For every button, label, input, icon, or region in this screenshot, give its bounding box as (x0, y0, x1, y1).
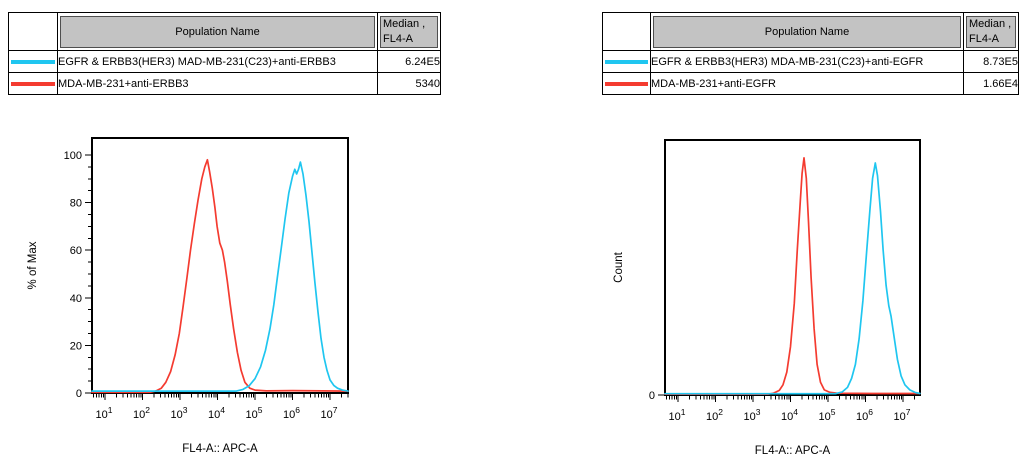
x-tick-label: 104 (781, 407, 798, 423)
median-header-box: Median , FL4-A (380, 15, 438, 48)
median-header: Median , FL4-A (377, 12, 441, 51)
legend-row-cyan: EGFR & ERBB3(HER3) MAD-MB-231(C23)+anti-… (8, 50, 441, 73)
population-name: EGFR & ERBB3(HER3) MAD-MB-231(C23)+anti-… (57, 50, 378, 73)
histogram-curve-red (664, 157, 921, 396)
x-axis: 101 102 103 104 105 106 107 (666, 396, 915, 423)
x-axis: 101 102 103 104 105 106 107 (93, 394, 349, 421)
x-tick-label: 106 (856, 407, 873, 423)
x-tick-label: 107 (894, 407, 911, 423)
series-color-swatch-red (605, 81, 648, 86)
y-tick-label: 20 (70, 340, 82, 352)
x-axis-label: FL4-A:: APC-A (182, 443, 258, 455)
y-tick-label: 0 (76, 388, 82, 400)
y-axis: 0 20 40 60 80 100 (64, 150, 91, 400)
y-tick-label: 80 (70, 198, 82, 210)
y-tick-label: 60 (70, 245, 82, 257)
x-axis-label: FL4-A:: APC-A (755, 445, 831, 457)
x-tick-label: 102 (706, 407, 723, 423)
plot-frame (664, 139, 921, 396)
y-axis-label: Count (613, 251, 625, 282)
y-tick-label: 0 (649, 390, 655, 402)
x-tick-label: 105 (819, 407, 836, 423)
median-header: Median , FL4-A (963, 12, 1019, 51)
y-axis: 0 (649, 390, 664, 402)
median-header-box: Median , FL4-A (966, 15, 1016, 48)
median-header-line2: FL4-A (383, 32, 413, 45)
population-name-header-box: Population Name (653, 15, 961, 48)
histogram-curve-cyan (664, 162, 921, 395)
population-name-header-label: Population Name (764, 25, 850, 38)
x-tick-label: 107 (321, 405, 338, 421)
swatch-cell (602, 50, 651, 73)
plot-frame (91, 137, 349, 394)
x-tick-label: 103 (171, 405, 188, 421)
legend-corner-cell (602, 12, 651, 51)
population-name: EGFR & ERBB3(HER3) MDA-MB-231(C23)+anti-… (650, 50, 964, 73)
median-value: 8.73E5 (963, 50, 1019, 73)
x-tick-label: 103 (744, 407, 761, 423)
histogram-curve-red (91, 158, 349, 394)
median-value: 5340 (377, 72, 441, 95)
legend-table-left: Population Name Median , FL4-A (8, 12, 441, 95)
median-header-line1: Median , (969, 17, 1012, 30)
median-header-line1: Median , (383, 17, 426, 30)
y-tick-label: 40 (70, 293, 82, 305)
population-name: MDA-MB-231+anti-EGFR (650, 72, 964, 95)
swatch-cell (602, 72, 651, 95)
histogram-curve-cyan (91, 161, 349, 392)
population-name-header: Population Name (650, 12, 964, 51)
median-value: 1.66E4 (963, 72, 1019, 95)
legend-corner-cell (8, 12, 58, 51)
x-tick-label: 102 (133, 405, 150, 421)
legend-row-red: MDA-MB-231+anti-ERBB3 5340 (8, 72, 441, 95)
population-name: MDA-MB-231+anti-ERBB3 (57, 72, 378, 95)
series-color-swatch-cyan (11, 59, 55, 64)
y-tick-label: 100 (64, 150, 82, 162)
x-tick-label: 105 (246, 405, 263, 421)
legend-row-cyan: EGFR & ERBB3(HER3) MDA-MB-231(C23)+anti-… (602, 50, 1019, 73)
legend-header-row: Population Name Median , FL4-A (602, 12, 1019, 51)
x-tick-label: 104 (208, 405, 225, 421)
series-color-swatch-red (11, 81, 55, 86)
y-axis-label: % of Max (27, 241, 39, 289)
legend-row-red: MDA-MB-231+anti-EGFR 1.66E4 (602, 72, 1019, 95)
series-color-swatch-cyan (605, 59, 648, 64)
population-name-header-box: Population Name (60, 15, 375, 48)
legend-table-right: Population Name Median , FL4-A (602, 12, 1019, 95)
x-tick-label: 106 (283, 405, 300, 421)
median-header-line2: FL4-A (969, 32, 999, 45)
median-value: 6.24E5 (377, 50, 441, 73)
x-tick-label: 101 (96, 405, 113, 421)
population-name-header-label: Population Name (175, 25, 260, 38)
histogram-plot-anti-erbb3: 101 102 103 104 105 106 107 0 20 40 60 80 100FL4-A::… (27, 137, 349, 455)
x-tick-label: 101 (669, 407, 686, 423)
